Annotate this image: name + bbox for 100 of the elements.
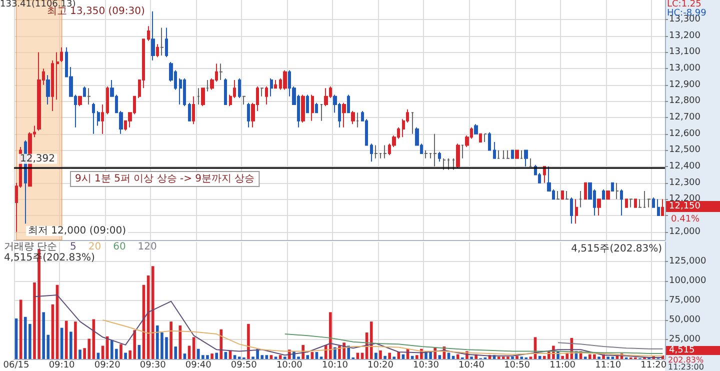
candlestick	[502, 150, 505, 159]
candlestick	[629, 198, 633, 208]
candlestick	[238, 78, 241, 98]
bar	[438, 355, 442, 359]
candlestick	[661, 198, 664, 216]
text: 0.41%	[671, 214, 700, 224]
candlestick	[447, 158, 450, 170]
candlestick	[101, 104, 104, 134]
candlestick	[616, 182, 619, 200]
text: 4,515	[669, 346, 695, 356]
line-series	[102, 320, 664, 356]
candlestick	[37, 52, 41, 132]
candlestick	[456, 143, 460, 169]
candlestick	[647, 198, 651, 208]
bar	[124, 352, 127, 359]
candlestick	[315, 102, 318, 114]
x-tick-label: 09:50	[230, 360, 258, 370]
candlestick	[383, 144, 387, 159]
bar	[388, 352, 391, 359]
x-tick-label: 10:10	[322, 360, 348, 370]
candlestick	[301, 94, 305, 123]
candlestick	[151, 10, 155, 61]
candlestick	[147, 26, 150, 42]
y-tick-label: 12,400	[669, 162, 701, 172]
candlestick	[197, 88, 200, 105]
y-tick-label: 13,000	[669, 64, 701, 74]
candlestick	[160, 27, 164, 56]
candlestick	[60, 46, 63, 63]
bar	[101, 346, 104, 359]
y-tick-label: 12,800	[669, 96, 701, 106]
candlestick	[156, 44, 159, 58]
line-series	[34, 294, 664, 358]
candlestick	[493, 142, 496, 159]
x-tick-label: 11:00	[550, 360, 576, 370]
text: 11:23:00	[668, 362, 704, 371]
x-tick-label: 10:40	[458, 360, 485, 370]
y-tick-label: 12,300	[669, 178, 701, 188]
x-tick-label: 10:00	[276, 360, 303, 370]
candlestick	[247, 102, 250, 128]
candlestick	[606, 190, 610, 200]
annotation: 최저 12,000 (09:00)	[28, 226, 126, 236]
candlestick	[260, 88, 264, 97]
bar	[120, 344, 122, 359]
candlestick	[370, 143, 373, 162]
candlestick	[638, 198, 642, 208]
candlestick	[524, 150, 528, 168]
x-tick-label: 11:10	[595, 360, 622, 370]
candlestick	[556, 190, 560, 200]
candlestick	[219, 63, 223, 80]
candlestick	[351, 110, 355, 125]
x-tick-label: 09:10	[48, 360, 76, 370]
candlestick	[511, 150, 514, 159]
candlestick	[179, 78, 182, 105]
x-tick-label: 09:40	[185, 360, 212, 370]
candlestick	[657, 198, 660, 216]
candlestick	[620, 188, 623, 216]
y-tick-label: 125,000	[669, 256, 706, 266]
candlestick	[165, 27, 168, 58]
candlestick	[452, 158, 455, 170]
bar	[220, 329, 223, 359]
bar	[74, 322, 77, 359]
candlestick	[265, 86, 268, 105]
bar	[456, 354, 460, 359]
candlestick	[270, 78, 273, 97]
bar	[370, 322, 373, 359]
y-tick-label: 12,500	[669, 145, 701, 156]
annotation: 9시 1분 5퍼 이상 상승 -> 9분까지 상승	[75, 174, 255, 184]
candlestick	[87, 88, 91, 105]
bar	[374, 352, 378, 359]
line-series	[558, 342, 664, 350]
candlestick	[652, 197, 655, 208]
y-tick-label: 100,000	[669, 276, 706, 286]
candlestick	[579, 190, 582, 208]
candlestick	[611, 182, 614, 192]
candlestick	[192, 96, 195, 125]
y-tick-label: 25,000	[669, 334, 701, 344]
text: 5	[70, 242, 76, 252]
y-tick-label: 12,900	[669, 80, 701, 90]
bar	[151, 266, 154, 359]
y-tick-label: 12,700	[669, 112, 701, 123]
candlestick	[474, 124, 478, 134]
candlestick	[224, 78, 227, 105]
candlestick	[374, 144, 378, 159]
candlestick	[347, 94, 350, 114]
candlestick	[497, 150, 500, 159]
candlestick	[424, 150, 428, 159]
text: 202.83%	[668, 356, 704, 364]
bar	[188, 346, 191, 359]
candlestick	[320, 104, 323, 122]
bar	[270, 355, 273, 359]
candlestick	[575, 198, 578, 224]
x-tick-label: 09:30	[140, 360, 166, 370]
candlestick	[520, 150, 523, 159]
y-tick-label: 12,000	[669, 226, 701, 237]
candlestick	[602, 188, 605, 200]
candlestick	[461, 144, 464, 159]
x-tick-label: 10:50	[504, 360, 530, 370]
bar	[64, 320, 68, 359]
bar	[278, 355, 282, 359]
x-tick-label: 09:20	[94, 360, 121, 370]
